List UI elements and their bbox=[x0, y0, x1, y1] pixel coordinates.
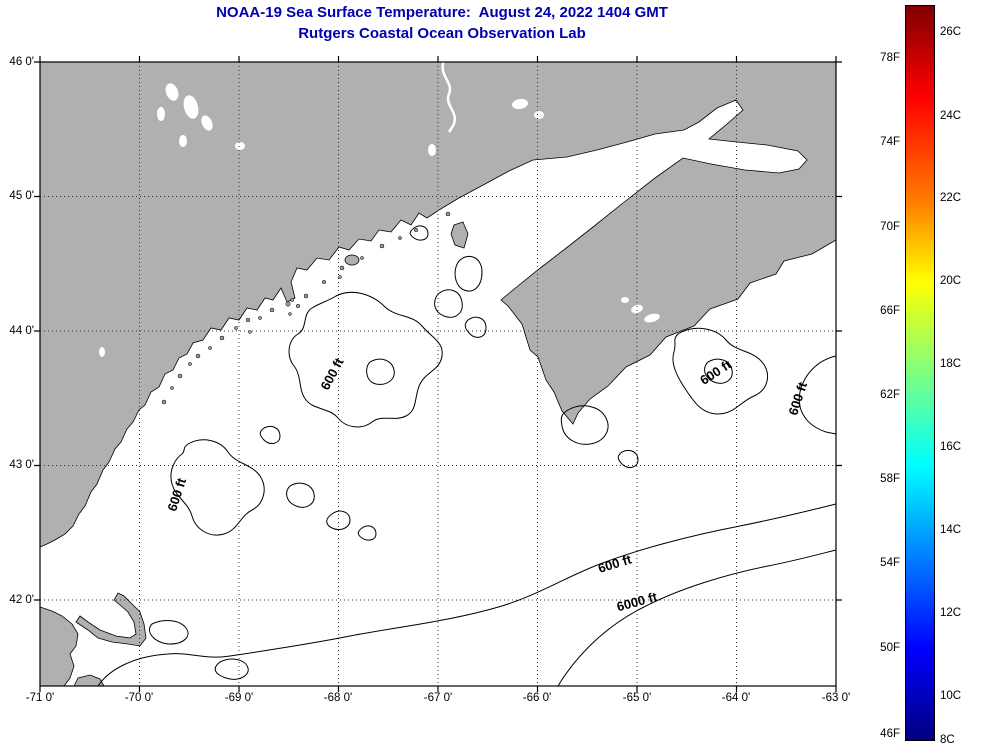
y-tick-label: 45 0' bbox=[9, 190, 34, 202]
land-mainland bbox=[39, 61, 837, 548]
cb-c-label: 26C bbox=[940, 26, 962, 38]
y-tick-label: 44 0' bbox=[9, 325, 34, 337]
x-tick-label: -71 0' bbox=[25, 692, 55, 704]
cb-f-label: 50F bbox=[880, 642, 900, 654]
river bbox=[441, 59, 456, 133]
cb-f-label: 46F bbox=[880, 728, 900, 740]
land-cape-cod bbox=[75, 592, 147, 647]
lakes bbox=[99, 83, 660, 357]
y-tick-label: 42 0' bbox=[9, 594, 34, 606]
x-tick-label: -66 0' bbox=[522, 692, 552, 704]
y-tick-label: 43 0' bbox=[9, 459, 34, 471]
cb-f-label: 54F bbox=[880, 557, 900, 569]
x-tick-label: -67 0' bbox=[423, 692, 453, 704]
bathymetry-contours bbox=[97, 225, 837, 687]
map-title: NOAA-19 Sea Surface Temperature: August … bbox=[216, 4, 668, 21]
cb-c-label: 8C bbox=[940, 734, 955, 746]
cb-f-label: 70F bbox=[880, 221, 900, 233]
cb-f-label: 78F bbox=[880, 52, 900, 64]
axis-ticks bbox=[34, 56, 842, 692]
land-grand-manan bbox=[450, 221, 469, 249]
colorbar-gradient bbox=[905, 5, 935, 741]
cb-c-label: 14C bbox=[940, 524, 962, 536]
cb-f-label: 74F bbox=[880, 136, 900, 148]
map-subtitle: Rutgers Coastal Ocean Observation Lab bbox=[298, 25, 586, 42]
x-tick-label: -64 0' bbox=[721, 692, 751, 704]
cb-f-label: 58F bbox=[880, 473, 900, 485]
cb-c-label: 10C bbox=[940, 690, 962, 702]
x-tick-label: -70 0' bbox=[124, 692, 154, 704]
cb-c-label: 20C bbox=[940, 275, 962, 287]
cb-f-label: 62F bbox=[880, 389, 900, 401]
x-tick-label: -63 0' bbox=[821, 692, 851, 704]
y-tick-label: 46 0' bbox=[9, 56, 34, 68]
x-tick-label: -65 0' bbox=[622, 692, 652, 704]
cb-c-label: 12C bbox=[940, 607, 962, 619]
cb-c-label: 24C bbox=[940, 110, 962, 122]
gridlines bbox=[40, 62, 836, 686]
x-tick-label: -69 0' bbox=[224, 692, 254, 704]
coastal-islands bbox=[161, 211, 451, 405]
cb-f-label: 66F bbox=[880, 305, 900, 317]
map-plot: 600 ft 600 ft 600 ft 6000 ft 600 ft 600 … bbox=[34, 56, 842, 692]
cb-c-label: 16C bbox=[940, 441, 962, 453]
land-mount-desert bbox=[344, 254, 360, 266]
cb-c-label: 18C bbox=[940, 358, 962, 370]
x-tick-label: -68 0' bbox=[323, 692, 353, 704]
cb-c-label: 22C bbox=[940, 192, 962, 204]
